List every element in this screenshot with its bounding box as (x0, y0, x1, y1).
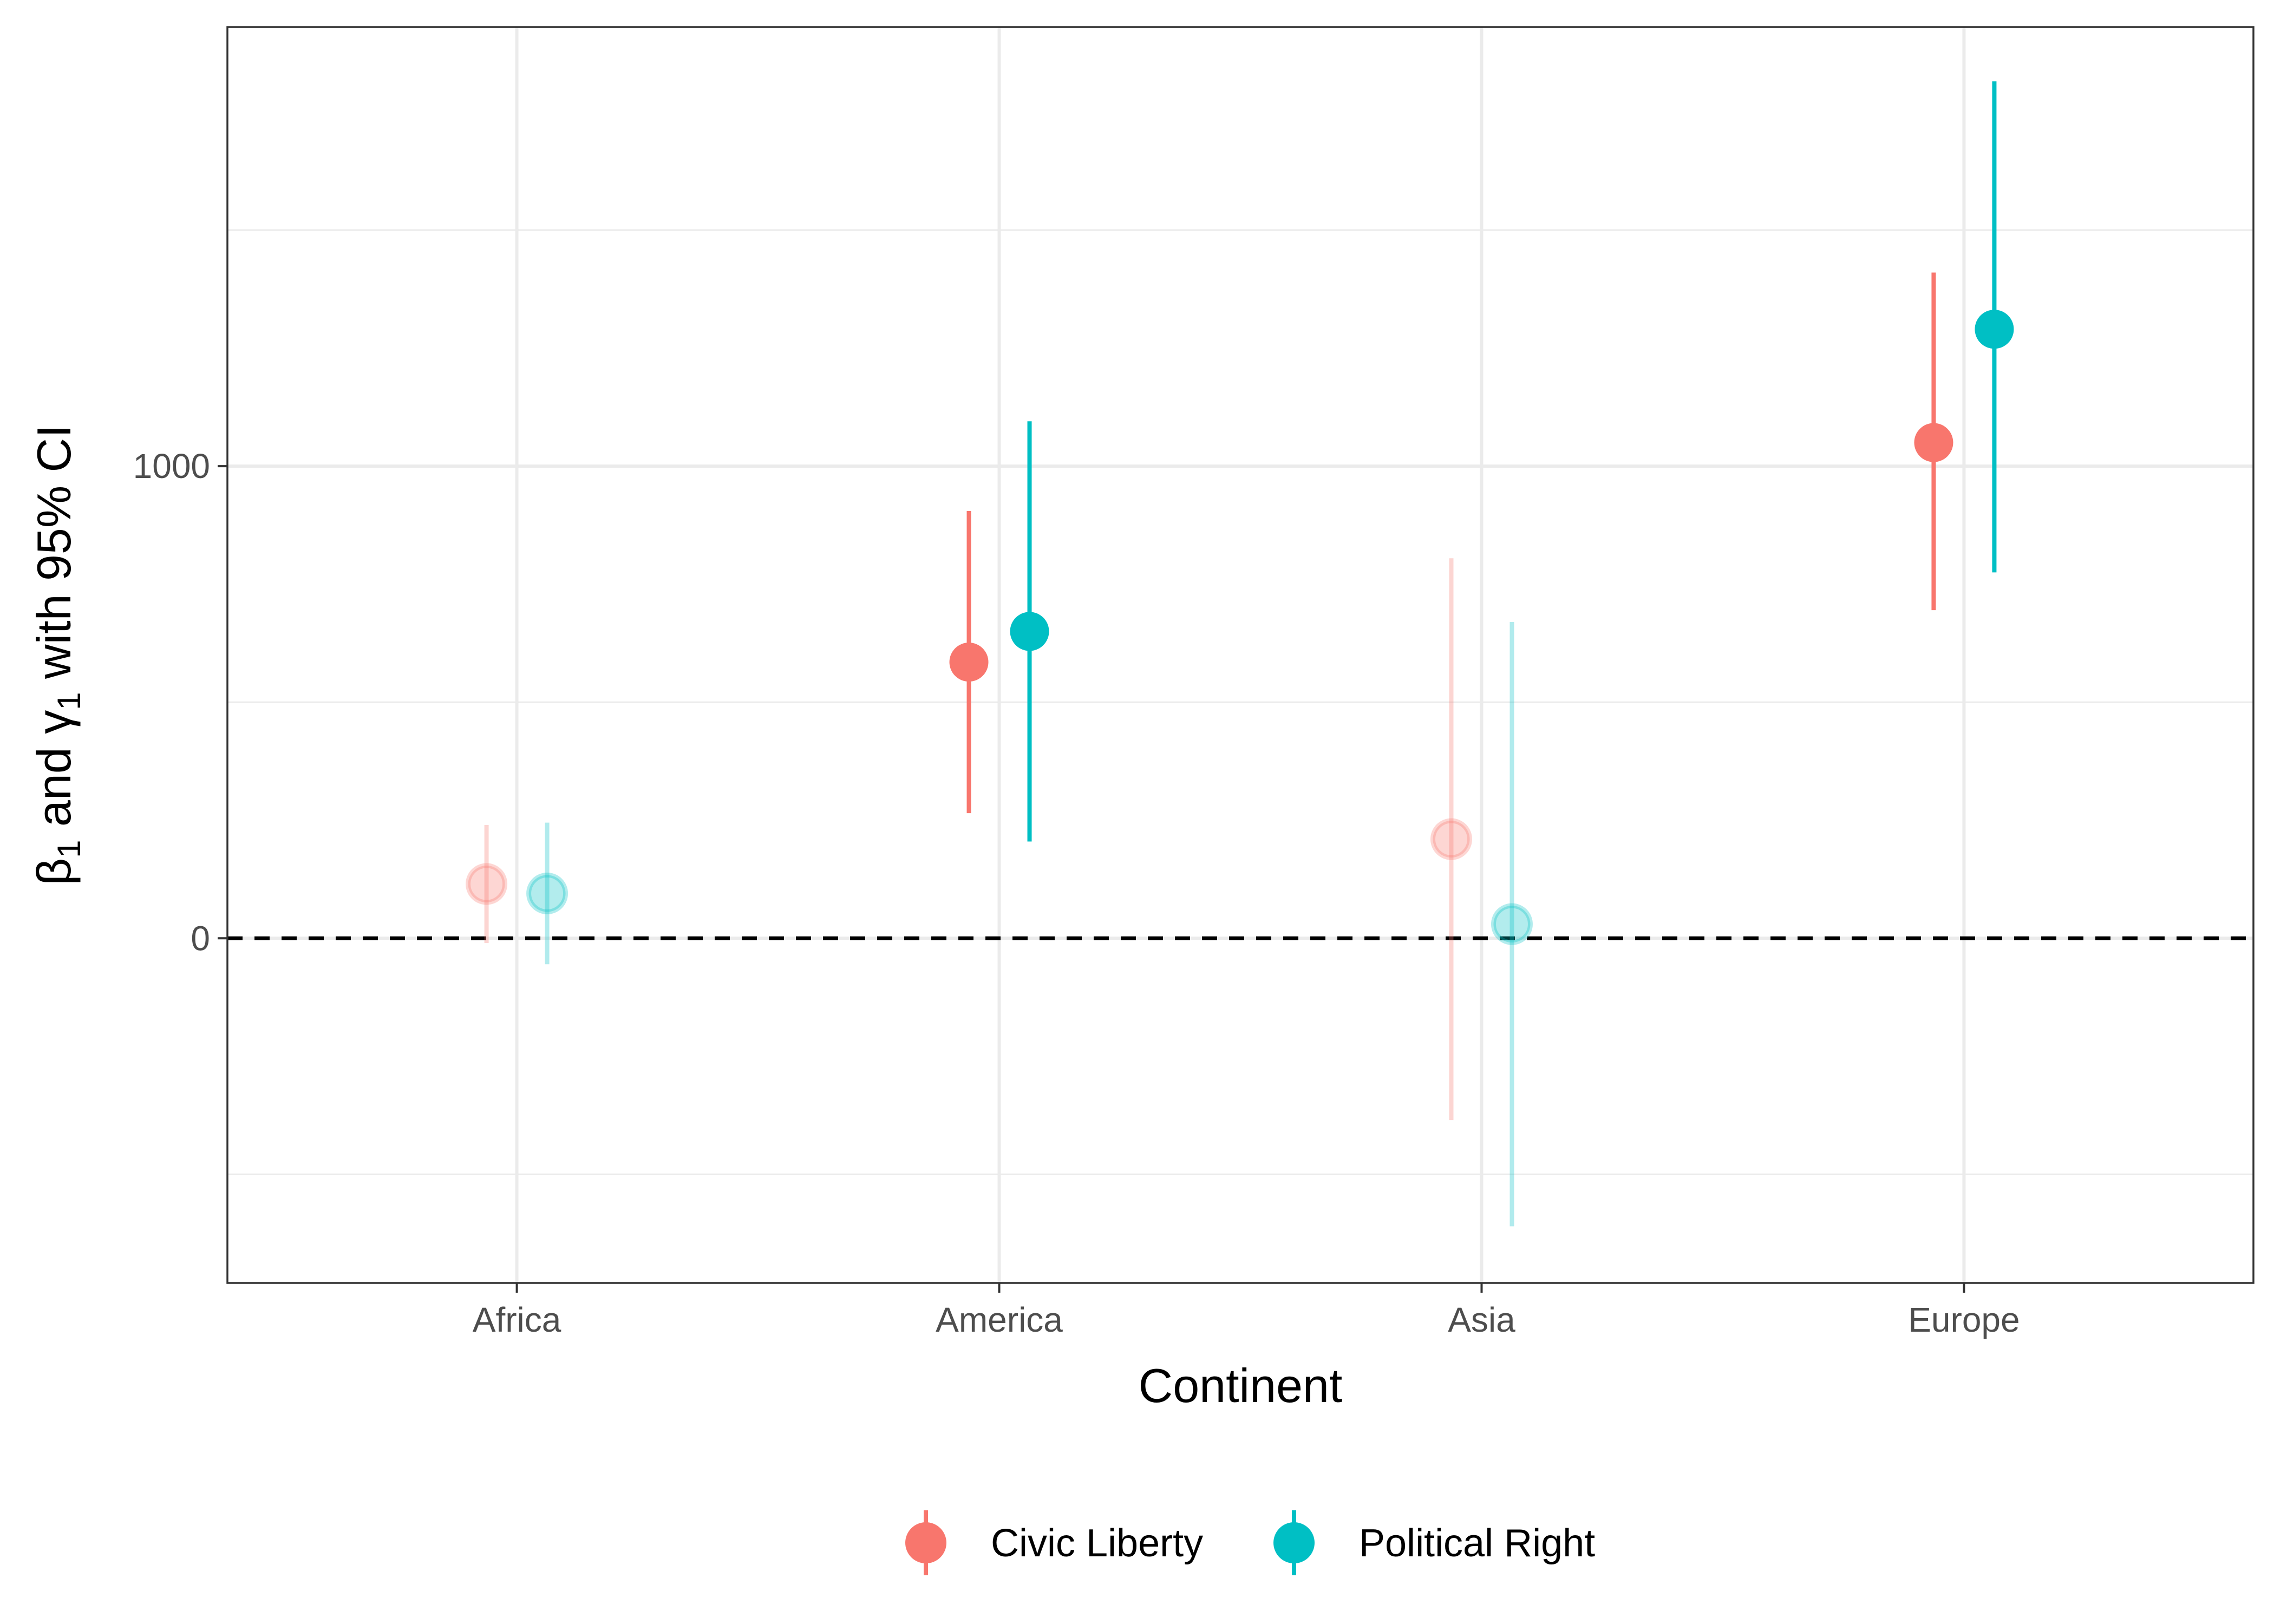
axis-layer: 0 1000 Africa America Asia Europe (133, 447, 2020, 1339)
x-tick-label: Africa (473, 1300, 561, 1339)
legend-label: Political Right (1359, 1522, 1595, 1565)
y-title-and: and (27, 734, 81, 840)
point-estimate (1430, 818, 1472, 860)
y-tick-label: 1000 (133, 447, 210, 486)
point-estimate (949, 643, 989, 682)
y-title-subscript: 1 (51, 692, 87, 710)
legend-label: Civic Liberty (991, 1522, 1203, 1565)
y-title-subscript: 1 (51, 840, 87, 858)
y-tick-label: 0 (191, 919, 210, 958)
x-tick-label: America (936, 1300, 1063, 1339)
point-estimate (466, 863, 508, 905)
legend-key-point (1273, 1522, 1315, 1563)
x-axis-title: Continent (1139, 1359, 1343, 1412)
panel-border (226, 26, 2255, 1284)
point-estimate (1491, 903, 1533, 945)
y-axis-title: β1 and γ1 with 95% CI (27, 424, 87, 885)
point-estimate (1010, 612, 1049, 651)
point-estimate (1914, 423, 1953, 462)
y-title-beta: β (27, 858, 81, 886)
legend-key-point (905, 1522, 946, 1563)
point-estimate (1975, 310, 2014, 349)
x-tick-label: Europe (1908, 1300, 2020, 1339)
point-estimate (526, 872, 568, 914)
legend: Civic Liberty Political Right (905, 1510, 1595, 1575)
y-title-gamma: γ (27, 710, 81, 734)
x-tick-label: Asia (1448, 1300, 1515, 1339)
data-layer (466, 81, 2014, 1227)
y-title-rest: with 95% CI (27, 424, 81, 692)
